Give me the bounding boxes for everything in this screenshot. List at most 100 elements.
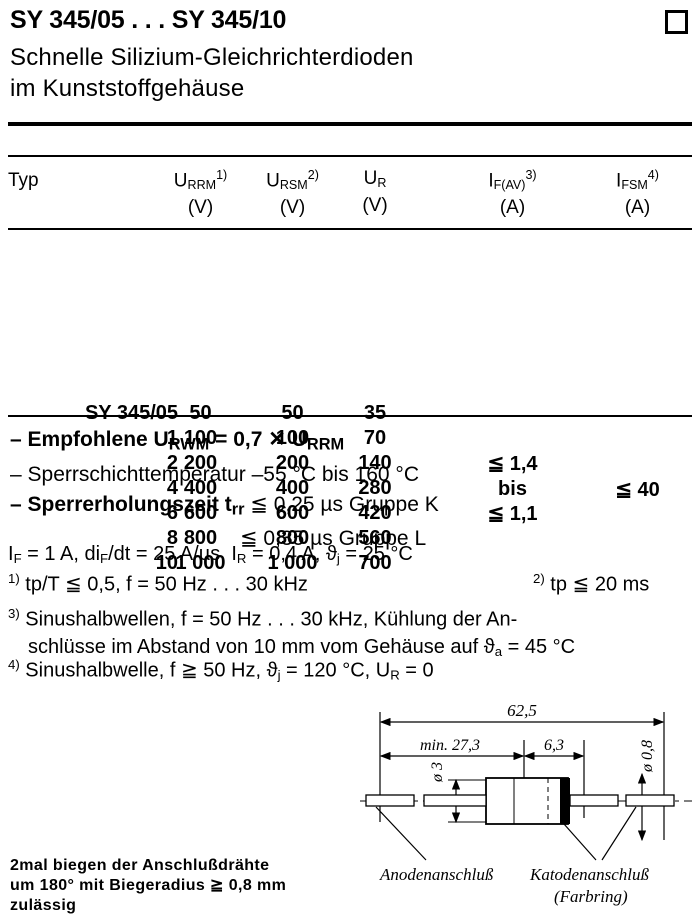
note-item-urwm: – Empfohlene URWM = 0,7 ✕ URRM	[10, 428, 345, 454]
dim-text-wire-dia: ø 0,8	[639, 740, 656, 773]
footnote-2-marker: 2)	[533, 571, 545, 586]
footnote-3: 3) Sinushalbwellen, f = 50 Hz . . . 30 k…	[8, 600, 692, 665]
notes-list: – Empfohlene URWM = 0,7 ✕ URRM – Sperrsc…	[10, 425, 439, 554]
subtitle-line-2: im Kunststoffgehäuse	[10, 75, 245, 102]
subtitle-line-1: Schnelle Silizium-Gleichrichterdioden	[10, 44, 414, 71]
column-header-ursm: URSM2) (V)	[240, 168, 345, 219]
cell-ursm: 400	[275, 477, 310, 499]
leader-anode	[375, 806, 427, 861]
square-outline-icon	[665, 10, 688, 34]
footnote-1: 1) tp/T ≦ 0,5, f = 50 Hz . . . 30 kHz	[8, 571, 308, 596]
leader-cathode-band	[563, 823, 597, 861]
label-cathode: Katodenanschluß	[529, 865, 649, 884]
cell-ifsm-span: ≦ 40	[615, 479, 660, 501]
cell-urrm: 200	[183, 452, 218, 474]
table-body: SY 345/05 50 50 35 1 100 100 70 2 200 20…	[0, 402, 700, 577]
cathode-colour-band	[560, 778, 570, 824]
footnote-3-marker: 3)	[8, 606, 20, 621]
table-row: 2 200 200 140	[0, 452, 700, 477]
cell-if-av-line-3: ≦ 1,1	[487, 503, 538, 525]
cell-typ: 6	[166, 502, 178, 524]
dim-text-lead-min: min. 27,3	[420, 737, 480, 754]
parameter-table: Typ URRM1) (V) URSM2) (V) UR (V)	[0, 160, 700, 574]
label-cathode-sub: (Farbring)	[554, 887, 628, 906]
cell-typ: 4	[166, 477, 178, 499]
cell-ur: 700	[358, 552, 392, 574]
cell-if-av-span: ≦ 1,4 bis ≦ 1,1	[455, 452, 570, 527]
cell-typ: SY 345/05	[84, 402, 178, 424]
dim-text-body: 6,3	[544, 737, 564, 754]
cell-ursm: 100	[275, 427, 310, 449]
column-unit-ifsm: (A)	[624, 197, 651, 219]
lead-anode-inner	[423, 794, 487, 807]
column-header-if-av: IF(AV)3) (A)	[455, 168, 570, 219]
column-unit-urrm: (V)	[187, 197, 214, 219]
lead-cathode-outer	[625, 794, 675, 807]
table-row: 8 800 800 560	[0, 527, 700, 552]
cell-urrm: 50	[189, 402, 212, 424]
cell-ursm: 50	[281, 402, 304, 424]
cell-ur: 140	[358, 452, 392, 474]
cell-ur: 35	[363, 402, 387, 424]
rule-table-bottom	[8, 415, 692, 417]
bending-note-line-3: zulässig	[10, 897, 77, 914]
table-row: SY 345/05 50 50 35	[0, 402, 700, 427]
page-subtitle: Schnelle Silizium-Gleichrichterdioden im…	[10, 42, 414, 104]
bending-note-line-1: 2mal biegen der Anschlußdrähte	[10, 857, 270, 874]
table-header-row: Typ URRM1) (V) URSM2) (V) UR (V)	[0, 160, 700, 226]
footnote-2: 2) tp ≦ 20 ms	[533, 571, 650, 596]
cell-urrm: 100	[183, 427, 218, 449]
column-header-typ-label: Typ	[8, 170, 39, 191]
cell-urrm: 400	[183, 477, 218, 499]
cell-ursm: 800	[275, 527, 310, 549]
cell-ur: 420	[358, 502, 392, 524]
table-row: 4 400 400 280	[0, 477, 700, 502]
lead-anode-outer	[365, 794, 415, 807]
bending-note-line-2: um 180° mit Biegeradius ≧ 0,8 mm	[10, 877, 287, 894]
dim-text-total: 62,5	[507, 701, 537, 720]
footnote-3-line-2: schlüsse im Abstand von 10 mm vom Gehäus…	[28, 635, 576, 659]
column-header-typ: Typ	[8, 170, 39, 192]
dim-text-body-dia: ø 3	[429, 762, 446, 783]
cell-ur: 280	[358, 477, 392, 499]
diode-body	[485, 777, 569, 825]
note-item-junction-temp: – Sperrschichttemperatur –55 °C bis 160 …	[10, 462, 419, 486]
rule-table-top	[8, 155, 692, 157]
table-row: 1 100 100 70	[0, 427, 700, 452]
table-row: 6 600 600 420	[0, 502, 700, 527]
column-header-ifsm: IFSM4) (A)	[585, 168, 690, 219]
note-item-recovery-time-line-2: ≦ 0,35 µs Gruppe L	[240, 527, 427, 551]
cell-typ: 1	[166, 427, 178, 449]
footnote-4-marker: 4)	[8, 657, 20, 672]
leader-cathode-lead	[601, 806, 637, 861]
label-anode: Anodenanschluß	[379, 865, 494, 884]
column-header-ur: UR (V)	[330, 168, 420, 217]
cell-urrm: 1 000	[175, 552, 226, 574]
cell-if-av-line-2: bis	[498, 478, 527, 500]
bending-note: 2mal biegen der Anschlußdrähte um 180° m…	[10, 856, 286, 916]
note-item-recovery-time: – Sperrerholungszeit trr ≦ 0,25 µs Grupp…	[10, 492, 439, 519]
column-unit-ursm: (V)	[279, 197, 306, 219]
package-outline-drawing: 62,5 min. 27,3 6,3 ø 3 ø 0,8 Anodenansch…	[352, 700, 700, 918]
cell-if-av-line-1: ≦ 1,4	[487, 453, 538, 475]
footnote-4: 4) Sinushalbwelle, f ≧ 50 Hz, ϑj = 120 °…	[8, 657, 434, 683]
cell-urrm: 800	[183, 527, 218, 549]
footnote-3-line-1: 3) Sinushalbwellen, f = 50 Hz . . . 30 k…	[8, 606, 518, 631]
rule-table-header	[8, 228, 692, 230]
lead-cathode-inner	[569, 794, 619, 807]
cell-ur: 70	[363, 427, 387, 449]
cell-ursm: 1 000	[267, 552, 318, 574]
rule-top	[8, 122, 692, 126]
cell-typ: 10	[155, 552, 178, 574]
cell-ursm: 200	[275, 452, 310, 474]
cell-urrm: 600	[183, 502, 218, 524]
table-row: 10 1 000 1 000 700	[0, 552, 700, 577]
measurement-conditions: IF = 1 A, diF/dt = 25 A/µs, IR = 0,4 A, …	[8, 543, 413, 566]
cell-typ: 2	[166, 452, 178, 474]
cell-ur: 560	[358, 527, 392, 549]
column-unit-ur: (V)	[362, 195, 388, 216]
cell-typ: 8	[166, 527, 178, 549]
column-unit-if-av: (A)	[499, 197, 526, 219]
page-title: SY 345/05 . . . SY 345/10	[10, 6, 287, 34]
